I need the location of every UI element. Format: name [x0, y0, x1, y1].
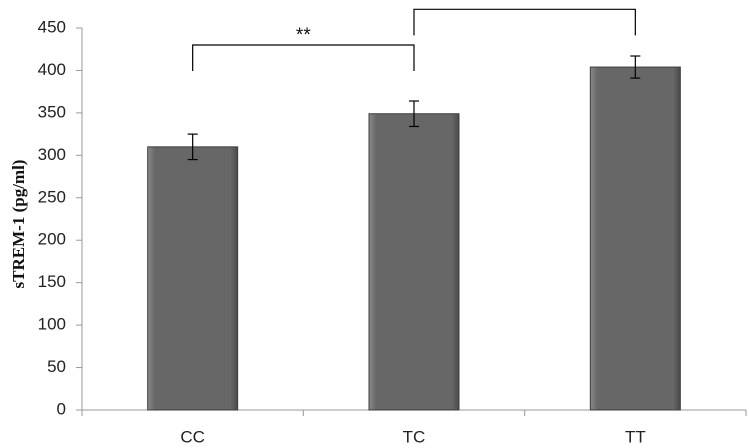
y-tick-label: 400: [38, 60, 66, 79]
y-tick-label: 200: [38, 230, 66, 249]
y-tick-label: 300: [38, 145, 66, 164]
x-tick-label-tt: TT: [625, 427, 646, 446]
y-tick-label: 150: [38, 272, 66, 291]
y-tick-label: 0: [57, 399, 66, 418]
significance-bracket-2: [413, 8, 636, 36]
significance-bracket-1: [192, 44, 415, 71]
bar-tt: [589, 66, 681, 411]
x-tick-label-tc: TC: [403, 427, 426, 446]
y-tick-label: 50: [47, 357, 66, 376]
bar-tc: [368, 113, 460, 411]
significance-label-1: **: [296, 25, 311, 46]
significance-label-2: *: [521, 0, 529, 10]
x-tick-label-cc: CC: [180, 427, 205, 446]
y-tick-label: 100: [38, 315, 66, 334]
y-tick-label: 250: [38, 187, 66, 206]
bar-cc: [147, 146, 239, 411]
y-tick-label: 350: [38, 102, 66, 121]
y-axis-title: sTREM-1 (pg/ml): [9, 160, 28, 289]
y-tick-label: 450: [38, 17, 66, 36]
